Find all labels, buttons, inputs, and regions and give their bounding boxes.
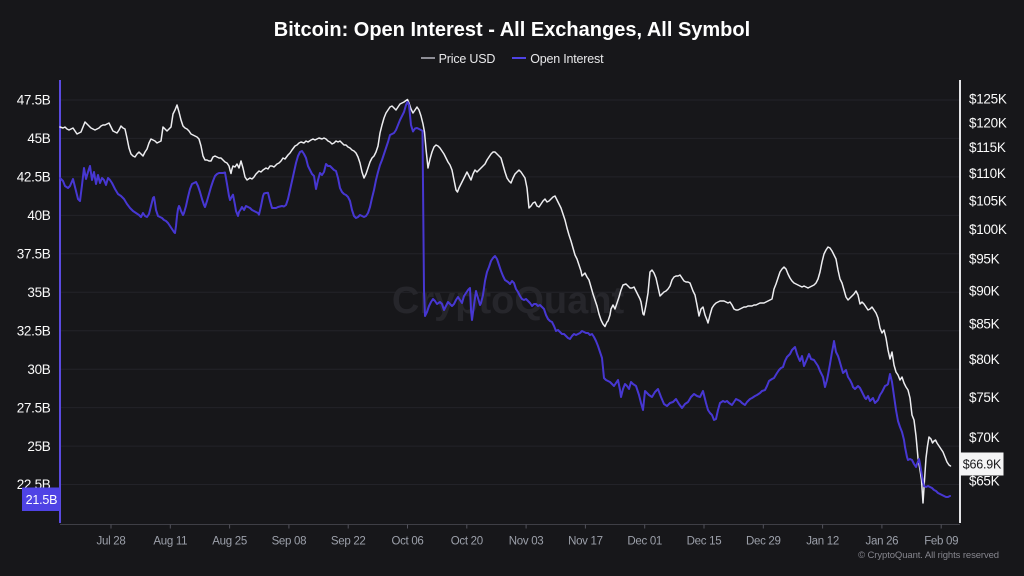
svg-text:Oct 20: Oct 20: [451, 536, 483, 548]
svg-text:Feb 09: Feb 09: [924, 536, 958, 548]
svg-text:27.5B: 27.5B: [17, 400, 51, 415]
svg-text:$65K: $65K: [969, 473, 1000, 488]
svg-text:Dec 01: Dec 01: [627, 536, 662, 548]
svg-text:45B: 45B: [27, 131, 50, 146]
svg-text:30B: 30B: [27, 362, 50, 377]
svg-text:$125K: $125K: [969, 92, 1007, 107]
svg-text:Nov 03: Nov 03: [509, 536, 544, 548]
svg-text:42.5B: 42.5B: [17, 170, 51, 185]
svg-text:$110K: $110K: [969, 166, 1006, 181]
svg-text:$100K: $100K: [969, 222, 1007, 237]
svg-text:32.5B: 32.5B: [17, 323, 51, 338]
svg-text:40B: 40B: [27, 208, 50, 223]
svg-text:Jul 28: Jul 28: [97, 536, 126, 548]
svg-text:$85K: $85K: [969, 317, 1000, 332]
svg-text:CryptoQuant: CryptoQuant: [392, 280, 625, 322]
svg-text:$95K: $95K: [969, 252, 1000, 267]
svg-text:25B: 25B: [27, 439, 50, 454]
svg-text:$115K: $115K: [969, 140, 1006, 155]
svg-text:Nov 17: Nov 17: [568, 536, 603, 548]
svg-text:Oct 06: Oct 06: [391, 536, 423, 548]
svg-text:$70K: $70K: [969, 430, 1000, 445]
svg-text:Aug 11: Aug 11: [153, 536, 187, 548]
svg-text:Aug 25: Aug 25: [212, 536, 247, 548]
svg-text:$80K: $80K: [969, 352, 1000, 367]
svg-text:$75K: $75K: [969, 390, 1000, 405]
svg-text:21.5B: 21.5B: [26, 493, 58, 507]
svg-text:Jan 12: Jan 12: [806, 536, 839, 548]
svg-text:$105K: $105K: [969, 193, 1007, 208]
svg-text:Dec 15: Dec 15: [687, 536, 722, 548]
svg-text:37.5B: 37.5B: [17, 247, 51, 262]
svg-text:$120K: $120K: [969, 115, 1007, 130]
svg-text:35B: 35B: [27, 285, 50, 300]
svg-text:47.5B: 47.5B: [17, 93, 51, 108]
svg-text:Sep 22: Sep 22: [331, 536, 366, 548]
svg-text:Sep 08: Sep 08: [272, 536, 307, 548]
svg-text:$66.9K: $66.9K: [963, 458, 1002, 472]
svg-text:$90K: $90K: [969, 283, 1000, 298]
svg-text:Dec 29: Dec 29: [746, 536, 781, 548]
svg-text:Jan 26: Jan 26: [866, 536, 899, 548]
